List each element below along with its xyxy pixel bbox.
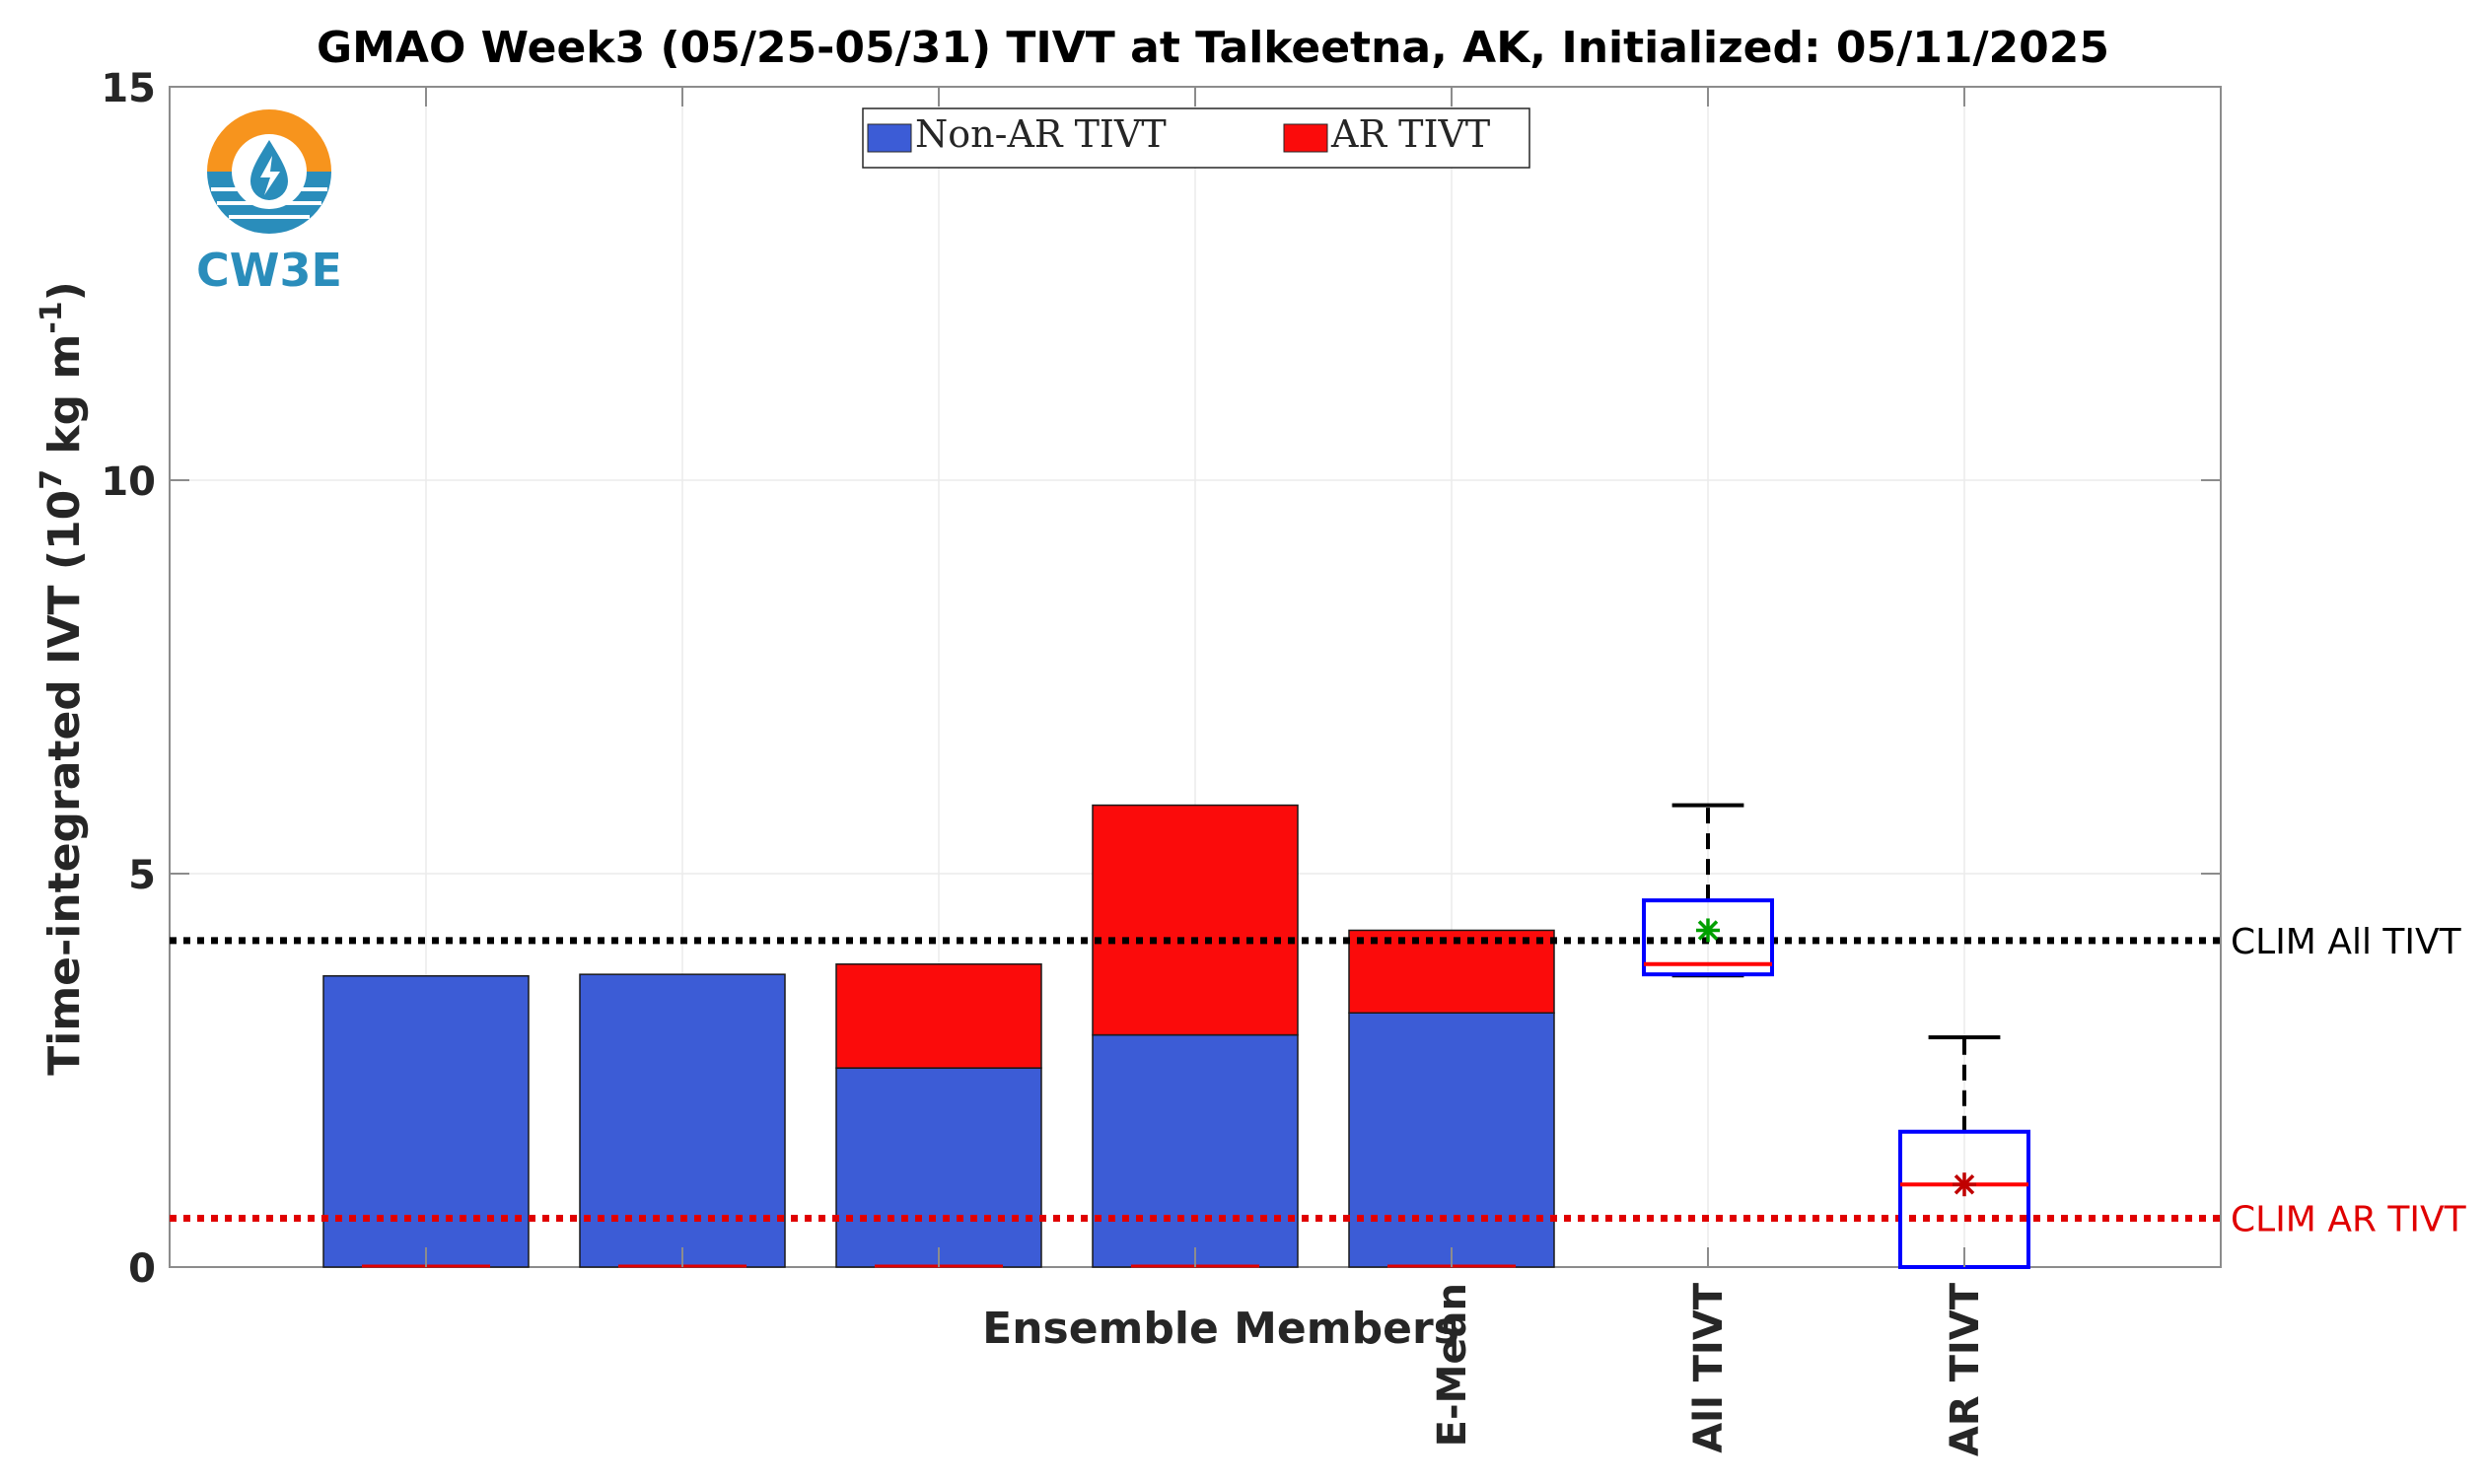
y-tick-label: 5 [128, 853, 156, 898]
boxplots [1642, 803, 2030, 1270]
x-axis-label: Ensemble Members [982, 1304, 1459, 1354]
boxplot-ar-tivt [1898, 1034, 2030, 1270]
bar-ar-tivt [835, 963, 1042, 1069]
bar-non-ar-tivt [1092, 1033, 1299, 1268]
mean-marker-stroke [1954, 1173, 1975, 1195]
legend: Non-AR TIVT AR TIVT [862, 107, 1530, 169]
x-tick-label: E-Mean [1430, 1283, 1475, 1447]
boxplot-mean-marker [1696, 918, 1720, 943]
y-tick-label: 10 [101, 459, 156, 505]
cw3e-logo: CW3E [196, 109, 342, 297]
y-tick-label: 0 [128, 1246, 156, 1292]
x-tick-label: All TIVT [1686, 1282, 1732, 1452]
legend-label-ar: AR TIVT [1330, 112, 1490, 156]
legend-label-non-ar: Non-AR TIVT [915, 112, 1167, 156]
bar-non-ar-tivt [579, 973, 786, 1268]
x-tick-label: AR TIVT [1943, 1282, 1988, 1456]
reference-label-clim-all-tivt: CLIM All TIVT [2231, 922, 2462, 962]
bar-non-ar-tivt [1348, 1012, 1555, 1268]
x-axis-tick-labels: E-Mean All TIVT AR TIVT [425, 87, 1988, 1456]
mean-marker-stroke [1697, 920, 1719, 941]
bar-non-ar-tivt [322, 974, 530, 1268]
boxplot-all-tivt [1642, 803, 1774, 978]
reference-line-labels: CLIM All TIVT CLIM AR TIVT [2231, 922, 2467, 1240]
y-axis-label: Time-integrated IVT (107 kg m-1) [35, 281, 90, 1076]
legend-swatch-ar [1283, 123, 1328, 153]
boxplot-box [1642, 898, 1774, 977]
y-tick-label: 15 [101, 66, 156, 111]
logo-bolt-icon [260, 156, 280, 195]
legend-swatch-non-ar [867, 123, 912, 153]
boxplot-mean-marker [1953, 1172, 1976, 1197]
legend-box [862, 107, 1530, 169]
logo-text: CW3E [196, 244, 342, 297]
bar-ar-tivt [1348, 929, 1555, 1014]
chart-title: GMAO Week3 (05/25-05/31) TIVT at Talkeet… [317, 23, 2109, 73]
y-axis-ticks: 0 5 10 15 [101, 66, 2221, 1292]
reference-lines [170, 937, 2221, 1223]
bar-ar-tivt [1092, 804, 1299, 1036]
bar-non-ar-tivt [835, 1067, 1042, 1268]
reference-label-clim-ar-tivt: CLIM AR TIVT [2231, 1200, 2467, 1240]
